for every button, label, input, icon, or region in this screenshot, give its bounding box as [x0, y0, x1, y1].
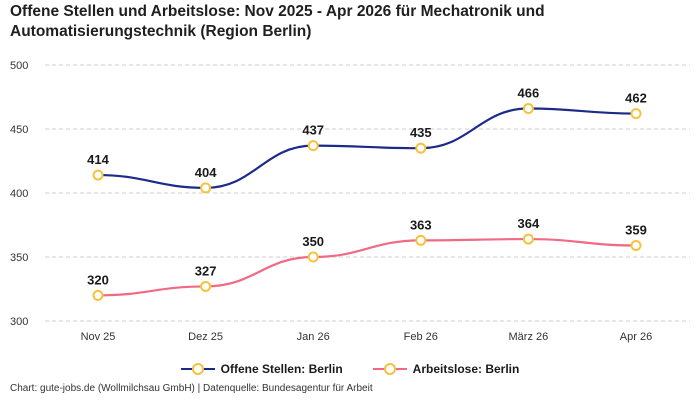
- data-point: [415, 234, 427, 246]
- x-tick-label: Feb 26: [404, 331, 438, 343]
- series-line-0: [97, 107, 637, 189]
- x-tick-label: Jan 26: [297, 331, 330, 343]
- data-point: [415, 142, 427, 154]
- y-axis: 300 350 400 450 500: [10, 60, 28, 328]
- data-point: [307, 140, 319, 152]
- data-point: [200, 280, 212, 292]
- data-point: [630, 108, 642, 120]
- series-markers: [92, 103, 642, 301]
- y-tick-label: 450: [10, 124, 28, 136]
- data-label: 437: [302, 123, 324, 138]
- legend: Offene Stellen: Berlin Arbeitslose: Berl…: [0, 362, 700, 376]
- x-axis: Nov 25 Dez 25 Jan 26 Feb 26 März 26 Apr 26: [81, 331, 653, 343]
- data-label: 462: [625, 91, 647, 106]
- legend-item-arbeitslose[interactable]: Arbeitslose: Berlin: [372, 362, 520, 376]
- data-label: 414: [87, 152, 109, 167]
- data-point: [307, 251, 319, 263]
- data-point: [522, 233, 534, 245]
- data-point: [92, 289, 104, 301]
- data-point: [522, 103, 534, 115]
- data-point: [200, 182, 212, 194]
- y-tick-label: 400: [10, 188, 28, 200]
- legend-swatch-arbeitslose: [372, 363, 407, 375]
- data-label: 350: [302, 234, 324, 249]
- grid-lines: [45, 64, 690, 322]
- series-lines: [97, 107, 637, 297]
- chart-title: Offene Stellen und Arbeitslose: Nov 2025…: [10, 3, 545, 40]
- data-label: 364: [518, 216, 540, 231]
- data-label: 327: [195, 263, 217, 278]
- data-label: 320: [87, 272, 109, 287]
- data-point: [630, 239, 642, 251]
- x-tick-label: Nov 25: [81, 331, 116, 343]
- data-point: [92, 169, 104, 181]
- data-label: 359: [625, 222, 647, 237]
- series-line-1: [97, 237, 637, 297]
- data-label: 363: [410, 217, 432, 232]
- legend-swatch-offene-stellen: [180, 363, 215, 375]
- data-label: 404: [195, 165, 217, 180]
- legend-label-offene-stellen: Offene Stellen: Berlin: [220, 362, 343, 376]
- x-tick-label: Apr 26: [620, 331, 652, 343]
- y-tick-label: 500: [10, 60, 28, 72]
- data-label: 466: [518, 86, 540, 101]
- data-labels: 414 404 437 435 466 462 320 327 350 363 364 359: [87, 86, 647, 288]
- x-tick-label: März 26: [509, 331, 549, 343]
- y-tick-label: 300: [10, 316, 28, 328]
- x-tick-label: Dez 25: [188, 331, 223, 343]
- y-tick-label: 350: [10, 252, 28, 264]
- source-footer: Chart: gute-jobs.de (Wollmilchsau GmbH) …: [10, 383, 373, 394]
- legend-item-offene-stellen[interactable]: Offene Stellen: Berlin: [180, 362, 343, 376]
- legend-label-arbeitslose: Arbeitslose: Berlin: [412, 362, 520, 376]
- data-label: 435: [410, 125, 432, 140]
